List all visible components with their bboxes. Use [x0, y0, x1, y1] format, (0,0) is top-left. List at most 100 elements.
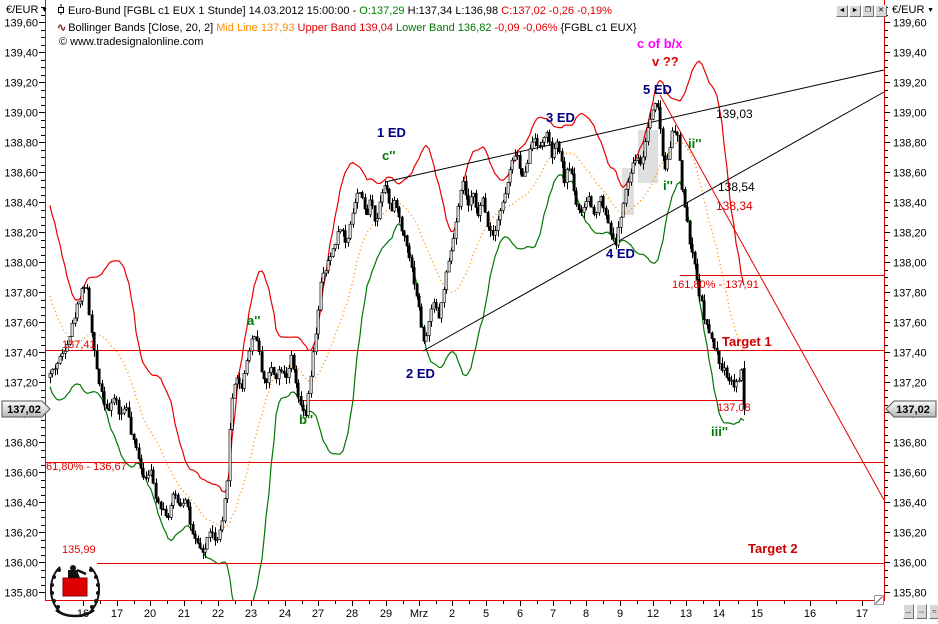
- price-axis: 139,60 139,60 139,40 139,40 139,20 139,20 139,…: [4, 7, 927, 600]
- svg-text:15: 15: [751, 608, 763, 620]
- svg-text:139,60: 139,60: [4, 18, 38, 30]
- svg-text:136,60: 136,60: [893, 468, 927, 480]
- svg-text:137,80: 137,80: [893, 288, 927, 300]
- svg-text:Mrz: Mrz: [410, 608, 428, 620]
- band-change-value: -0,09 -0,06%: [494, 22, 558, 34]
- window-buttons: ◄ ► ❐ ✕: [836, 5, 887, 17]
- restore-button[interactable]: ❐: [862, 5, 874, 17]
- svg-text:2 ED: 2 ED: [406, 366, 435, 381]
- resize-corner-icon[interactable]: [874, 595, 884, 605]
- svg-text:136,40: 136,40: [893, 498, 927, 510]
- candlestick-series: [48, 100, 746, 559]
- svg-text:138,40: 138,40: [893, 198, 927, 210]
- svg-text:v ??: v ??: [652, 54, 679, 69]
- watermark: © www.tradesignalonline.com: [59, 36, 204, 48]
- svg-text:138,54: 138,54: [718, 180, 755, 194]
- date-axis: 16 17 20 21 22 23 24 27 28 29 Mrz 2 5 6 7 8 9 12 13 14 15 16 1…: [77, 601, 868, 620]
- level-labels: 161,80% - 137,91 137,41 Target 1 137,08 61,8…: [46, 279, 798, 556]
- svg-text:b'': b'': [299, 412, 313, 427]
- high-low-values: H:137,34 L:136,98: [407, 5, 499, 17]
- wedge-upper-trendline: [384, 69, 885, 183]
- svg-text:20: 20: [144, 608, 156, 620]
- midline-value: Mid Line 137,93: [216, 22, 295, 34]
- decline-trendline: [659, 94, 885, 501]
- svg-text:c of b/x: c of b/x: [637, 36, 683, 51]
- svg-text:1 ED: 1 ED: [377, 125, 406, 140]
- svg-text:9: 9: [617, 608, 623, 620]
- svg-text:2: 2: [449, 608, 455, 620]
- indicator-legend: ∿ Bollinger Bands [Close, 20, 2] Mid Line…: [57, 21, 637, 34]
- indicator-icon: ∿: [57, 22, 67, 34]
- svg-text:6: 6: [517, 608, 523, 620]
- svg-text:138,20: 138,20: [4, 228, 38, 240]
- close-change-values: C:137,02 -0,26 -0,19%: [501, 5, 612, 17]
- svg-text:136,60: 136,60: [4, 468, 38, 480]
- svg-text:137,40: 137,40: [893, 348, 927, 360]
- lowerband-value: Lower Band 136,82: [396, 22, 492, 34]
- svg-text:136,80: 136,80: [4, 438, 38, 450]
- svg-text:137,40: 137,40: [4, 348, 38, 360]
- svg-text:137,41: 137,41: [62, 339, 96, 351]
- symbol-selector-right[interactable]: €/EUR ▼: [892, 4, 934, 16]
- svg-text:22: 22: [212, 608, 224, 620]
- bollinger-lower-band: [49, 174, 745, 600]
- back-button[interactable]: ◄: [836, 5, 848, 17]
- last-price-badge-left: 137,02: [1, 400, 51, 418]
- svg-text:17: 17: [111, 608, 123, 620]
- svg-text:138,00: 138,00: [893, 258, 927, 270]
- overview-button[interactable]: ≈: [929, 604, 938, 619]
- symbol-selector-left[interactable]: €/EUR ▼: [6, 4, 48, 16]
- svg-text:16: 16: [804, 608, 816, 620]
- svg-text:ii'': ii'': [688, 136, 701, 151]
- svg-text:137,20: 137,20: [4, 378, 38, 390]
- svg-text:Target 2: Target 2: [748, 541, 798, 556]
- svg-text:139,00: 139,00: [4, 108, 38, 120]
- fit-width-button[interactable]: ↔: [903, 604, 914, 619]
- chevron-down-icon: ▼: [927, 6, 934, 14]
- svg-text:139,40: 139,40: [4, 48, 38, 60]
- svg-text:137,60: 137,60: [4, 318, 38, 330]
- svg-text:136,00: 136,00: [893, 558, 927, 570]
- svg-text:139,40: 139,40: [893, 48, 927, 60]
- svg-text:8: 8: [583, 608, 589, 620]
- close-button[interactable]: ✕: [875, 5, 887, 17]
- wave-annotations: 1 ED c'' 3 ED 5 ED c of b/x v ?? ii'' i'' iii'' a…: [247, 36, 755, 439]
- svg-text:27: 27: [312, 608, 324, 620]
- svg-text:23: 23: [245, 608, 257, 620]
- svg-text:136,80: 136,80: [893, 438, 927, 450]
- svg-text:138,40: 138,40: [4, 198, 38, 210]
- chevron-down-icon: ▼: [41, 6, 48, 14]
- svg-text:136,00: 136,00: [4, 558, 38, 570]
- svg-text:14: 14: [713, 608, 725, 620]
- svg-text:7: 7: [550, 608, 556, 620]
- svg-text:137,02: 137,02: [896, 404, 930, 416]
- forward-button[interactable]: ►: [849, 5, 861, 17]
- svg-text:136,20: 136,20: [4, 528, 38, 540]
- open-value: O:137,29: [359, 5, 405, 17]
- indicator-symbol-suffix: {FGBL c1 EUX}: [560, 22, 637, 34]
- last-price-badge-right: 137,02: [885, 400, 937, 418]
- footer-buttons: ↔ ⇔ ≈: [903, 604, 938, 619]
- support-resistance-lines: [45, 275, 884, 564]
- svg-text:138,80: 138,80: [893, 138, 927, 150]
- svg-text:137,80: 137,80: [4, 288, 38, 300]
- svg-text:139,20: 139,20: [4, 78, 38, 90]
- svg-text:137,08: 137,08: [717, 402, 751, 414]
- svg-text:i'': i'': [663, 178, 673, 193]
- tradesignal-logo: [50, 565, 100, 618]
- upperband-value: Upper Band 139,04: [297, 22, 393, 34]
- svg-text:138,60: 138,60: [4, 168, 38, 180]
- pan-horizontal-button[interactable]: ⇔: [916, 604, 927, 619]
- symbol-label-right: €/EUR: [892, 4, 925, 16]
- wedge-lower-trendline: [422, 91, 885, 352]
- svg-text:135,99: 135,99: [62, 544, 96, 556]
- svg-text:139,00: 139,00: [893, 108, 927, 120]
- svg-text:c'': c'': [382, 148, 395, 163]
- trend-lines[interactable]: [384, 69, 885, 501]
- svg-text:161,80% - 137,91: 161,80% - 137,91: [672, 279, 759, 291]
- title-text: Euro-Bund [FGBL c1 EUX 1 Stunde] 14.03.2…: [68, 5, 357, 17]
- svg-text:137,60: 137,60: [893, 318, 927, 330]
- svg-text:iii'': iii'': [711, 424, 728, 439]
